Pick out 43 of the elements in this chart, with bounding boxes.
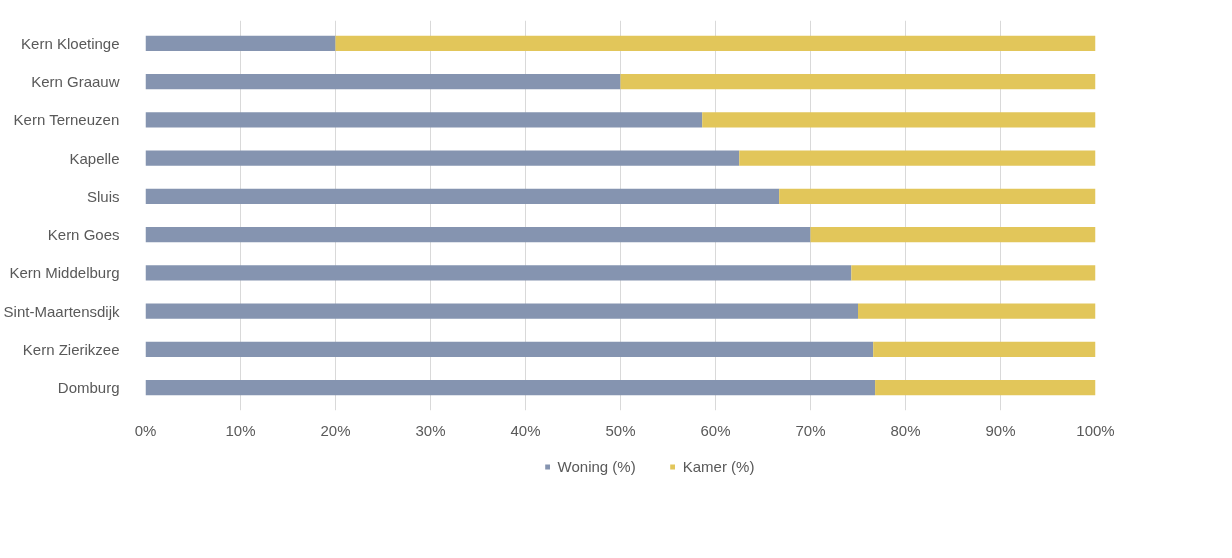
x-tick-label: 80%: [890, 421, 921, 439]
bar: [145, 74, 621, 90]
y-tick-label: Sluis: [86, 187, 120, 205]
y-tick-label: Kern Graauw: [31, 73, 120, 91]
bar: [739, 150, 1096, 166]
x-tick-label: 20%: [320, 421, 351, 439]
legend-label: Kamer (%): [682, 457, 755, 475]
x-tick-label: 0%: [134, 421, 157, 439]
bar: [145, 226, 811, 243]
bar: [145, 265, 852, 281]
y-tick-label: Sint-Maartensdijk: [3, 302, 120, 320]
bar: [779, 188, 1096, 205]
bar: [145, 188, 780, 205]
bar: [145, 150, 740, 166]
bar: [335, 35, 1096, 52]
x-tick-label: 10%: [225, 421, 256, 439]
bar: [145, 303, 858, 319]
bar: [873, 341, 1096, 357]
bar: [620, 74, 1096, 90]
x-tick-label: 50%: [605, 421, 636, 439]
y-tick-label: Kapelle: [69, 149, 120, 167]
y-tick-label: Kern Middelburg: [9, 264, 120, 282]
x-tick-label: 100%: [1076, 421, 1115, 439]
x-tick-label: 60%: [700, 421, 731, 439]
bar: [145, 379, 876, 396]
bar: [875, 379, 1096, 396]
bar: [702, 112, 1096, 128]
x-tick-label: 70%: [795, 421, 826, 439]
y-tick-label: Kern Zierikzee: [22, 340, 120, 358]
y-tick-label: Kern Terneuzen: [13, 111, 120, 129]
bar: [851, 265, 1096, 281]
y-tick-label: Kern Kloetinge: [21, 34, 120, 52]
bar: [145, 112, 703, 128]
bar: [858, 303, 1096, 319]
x-tick-label: 40%: [510, 421, 541, 439]
x-tick-label: 90%: [985, 421, 1016, 439]
bar: [810, 226, 1096, 243]
y-tick-label: Domburg: [57, 379, 120, 397]
y-tick-label: Kern Goes: [47, 226, 120, 244]
bar: [145, 35, 336, 52]
x-tick-label: 30%: [415, 421, 446, 439]
legend-label: Woning (%): [557, 457, 636, 475]
bar: [145, 341, 874, 357]
